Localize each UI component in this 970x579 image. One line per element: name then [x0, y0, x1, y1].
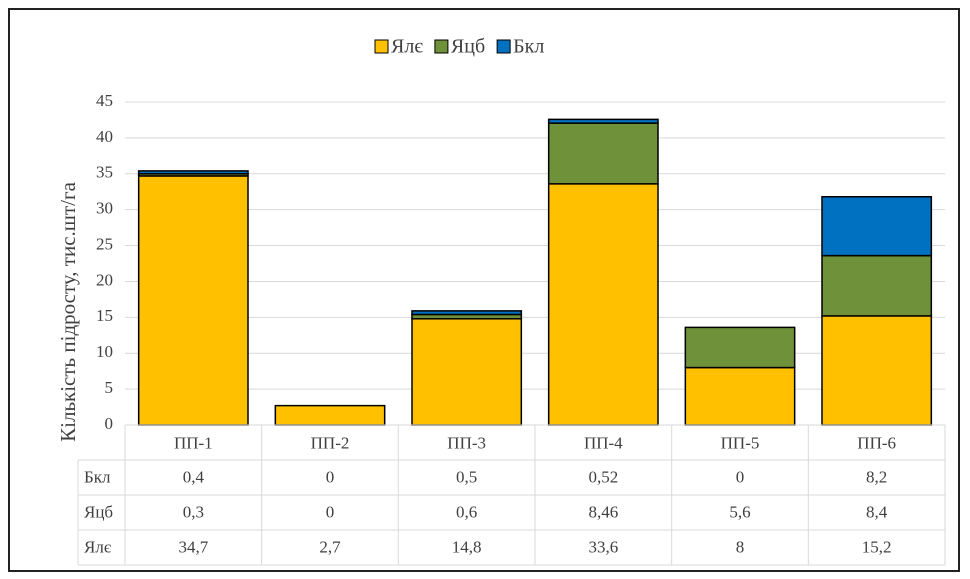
bar-segment	[274, 404, 386, 426]
bar-segment	[411, 318, 523, 426]
bar-segment	[547, 122, 659, 185]
bar-segment	[821, 195, 933, 257]
x-tick-label: ПП-4	[584, 433, 623, 452]
table-value: 0	[326, 467, 335, 486]
table-value: 0	[736, 467, 745, 486]
table-value: 8,46	[588, 502, 618, 521]
table-row-label: Ялє	[84, 537, 112, 556]
table-value: 0	[326, 502, 335, 521]
x-tick-label: ПП-6	[857, 433, 896, 452]
y-tick-label: 0	[105, 414, 114, 433]
legend-label: Бкл	[513, 36, 544, 58]
bar-segment	[547, 118, 659, 124]
bar-segment	[411, 310, 523, 316]
table-value: 33,6	[588, 537, 618, 556]
x-tick-label: ПП-3	[447, 433, 486, 452]
table-value: 0,3	[183, 502, 204, 521]
table-value: 34,7	[178, 537, 208, 556]
bar-segment	[821, 254, 933, 317]
legend-swatch	[434, 39, 449, 54]
table-row-label: Яцб	[84, 502, 113, 521]
y-tick-label: 40	[96, 127, 113, 146]
table-row-label: Бкл	[84, 467, 111, 486]
y-tick-label: 15	[96, 306, 113, 325]
table-value: 0,4	[183, 467, 205, 486]
bar-segment	[684, 366, 796, 426]
table-value: 0,5	[456, 467, 477, 486]
table-value: 8,2	[866, 467, 887, 486]
y-tick-label: 30	[96, 199, 113, 218]
legend-label: Ялє	[391, 36, 423, 58]
x-tick-label: ПП-1	[174, 433, 213, 452]
x-tick-label: ПП-5	[721, 433, 760, 452]
bar-segment	[137, 175, 249, 426]
y-tick-label: 5	[105, 378, 114, 397]
y-tick-label: 10	[96, 342, 113, 361]
bar-segment	[821, 315, 933, 426]
table-value: 8	[736, 537, 745, 556]
y-tick-label: 35	[96, 163, 113, 182]
table-value: 14,8	[452, 537, 482, 556]
bar-segment	[137, 170, 249, 175]
legend-swatch	[496, 39, 511, 54]
table-value: 2,7	[319, 537, 341, 556]
bar-segment	[684, 326, 796, 369]
table-value: 0,52	[588, 467, 618, 486]
x-tick-label: ПП-2	[311, 433, 350, 452]
table-value: 8,4	[866, 502, 888, 521]
legend-swatch	[374, 39, 389, 54]
y-axis-title: Кількість підросту, тис.шт/га	[56, 181, 80, 441]
y-tick-label: 20	[96, 270, 113, 289]
table-value: 5,6	[729, 502, 750, 521]
bar-segment	[547, 183, 659, 426]
legend-label: Яцб	[451, 36, 485, 58]
y-tick-label: 25	[96, 234, 113, 253]
table-value: 0,6	[456, 502, 477, 521]
y-tick-label: 45	[96, 91, 113, 110]
table-value: 15,2	[862, 537, 892, 556]
